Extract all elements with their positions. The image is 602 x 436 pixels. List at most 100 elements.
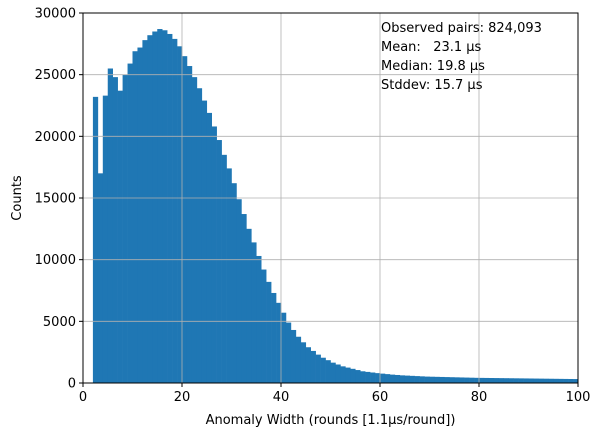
histogram-bar <box>241 214 247 383</box>
histogram-bar <box>107 68 113 383</box>
histogram-bar <box>251 242 257 383</box>
histogram-bar <box>325 360 331 383</box>
histogram-bar <box>182 56 188 384</box>
histogram-bar <box>236 199 242 383</box>
annotation-median: Median: 19.8 µs <box>381 59 485 74</box>
x-tick-label: 20 <box>174 390 191 405</box>
histogram-bar <box>290 329 297 383</box>
histogram-bar <box>300 342 307 383</box>
histogram-bar <box>335 364 341 383</box>
histogram-bar <box>112 77 118 383</box>
histogram-bar <box>276 302 282 383</box>
y-tick-label: 20000 <box>35 130 76 145</box>
y-tick-label: 0 <box>68 377 76 392</box>
histogram-bar <box>281 312 287 383</box>
y-tick-label: 30000 <box>35 7 76 22</box>
histogram-bar <box>162 30 168 384</box>
histogram-bar <box>459 377 465 383</box>
x-tick-label: 0 <box>79 390 87 405</box>
histogram-bar <box>117 90 123 383</box>
histogram-bar <box>266 281 272 383</box>
histogram-bar <box>157 29 163 384</box>
histogram-bar <box>533 378 539 383</box>
histogram-bar <box>380 373 386 383</box>
histogram-bar <box>191 77 198 383</box>
histogram-bar <box>563 378 569 383</box>
histogram-bar <box>538 378 544 383</box>
histogram-bar <box>226 168 232 383</box>
histogram-bar <box>315 354 321 383</box>
histogram-bar <box>330 362 336 383</box>
histogram-bar <box>454 377 460 383</box>
histogram-bar <box>127 63 133 384</box>
histogram-bar <box>216 140 222 383</box>
histogram-bar <box>177 46 183 384</box>
histogram-bar <box>568 378 574 383</box>
histogram-bar <box>439 376 445 383</box>
y-tick-label: 10000 <box>35 253 76 268</box>
histogram-bar <box>389 374 396 383</box>
histogram-bar <box>206 112 212 384</box>
histogram-bar <box>419 376 425 383</box>
histogram-bar <box>469 377 475 383</box>
histogram-bar <box>102 95 109 383</box>
histogram-bar <box>493 378 500 383</box>
histogram-bar <box>444 377 450 383</box>
x-tick-label: 40 <box>273 390 290 405</box>
histogram-bar <box>523 378 529 383</box>
histogram-bar <box>399 375 406 383</box>
annotation-mean: Mean: 23.1 µs <box>381 40 482 55</box>
histogram-bar <box>340 366 346 383</box>
annotation-stddev: Stddev: 15.7 µs <box>381 78 483 93</box>
histogram-bar <box>271 292 277 383</box>
histogram-bar <box>573 379 579 383</box>
y-axis-ticks: 0 5000 10000 15000 20000 25000 30000 <box>35 7 83 392</box>
histogram-bar <box>375 373 381 383</box>
y-tick-label: 15000 <box>35 192 76 207</box>
histogram-bar <box>261 269 267 383</box>
histogram-bar <box>513 378 519 383</box>
histogram-bar <box>92 96 99 383</box>
histogram-bar <box>508 378 514 383</box>
histogram-bar <box>97 173 104 383</box>
x-tick-label: 100 <box>566 390 591 405</box>
x-axis-ticks: 0 20 40 60 80 100 <box>79 383 591 405</box>
histogram-bar <box>404 375 410 383</box>
histogram-bar <box>479 377 485 383</box>
histogram-bar <box>122 74 128 384</box>
histogram-bar <box>310 350 316 383</box>
histogram-bar <box>429 376 435 383</box>
histogram-bar <box>483 377 490 383</box>
histogram-bar <box>370 372 376 383</box>
histogram-bar <box>246 228 252 383</box>
histogram-bar <box>518 378 524 383</box>
histogram-bar <box>152 31 158 383</box>
histogram-bar <box>528 378 534 383</box>
histogram-bar <box>345 367 351 383</box>
histogram-bar <box>295 336 302 383</box>
histogram-bar <box>305 347 311 383</box>
histogram-bars <box>92 29 579 384</box>
histogram-bar <box>350 368 356 383</box>
histogram-bar <box>474 377 480 383</box>
histogram-bar <box>231 183 237 383</box>
histogram-bar <box>137 47 143 384</box>
histogram-bar <box>196 88 203 383</box>
histogram-bar <box>147 35 153 383</box>
histogram-bar <box>449 377 455 383</box>
histogram-bar <box>558 378 564 383</box>
x-axis-label: Anomaly Width (rounds [1.1µs/round]) <box>206 413 456 428</box>
histogram-bar <box>498 378 505 383</box>
x-tick-label: 80 <box>471 390 488 405</box>
histogram-bar <box>414 376 420 383</box>
histogram-bar <box>384 374 391 383</box>
histogram-bar <box>285 322 292 383</box>
x-tick-label: 60 <box>372 390 389 405</box>
histogram-bar <box>424 376 430 383</box>
histogram-bar <box>543 378 549 383</box>
y-tick-label: 25000 <box>35 68 76 83</box>
histogram-bar <box>553 378 559 383</box>
histogram-bar <box>503 378 509 383</box>
histogram-bar <box>355 370 361 383</box>
